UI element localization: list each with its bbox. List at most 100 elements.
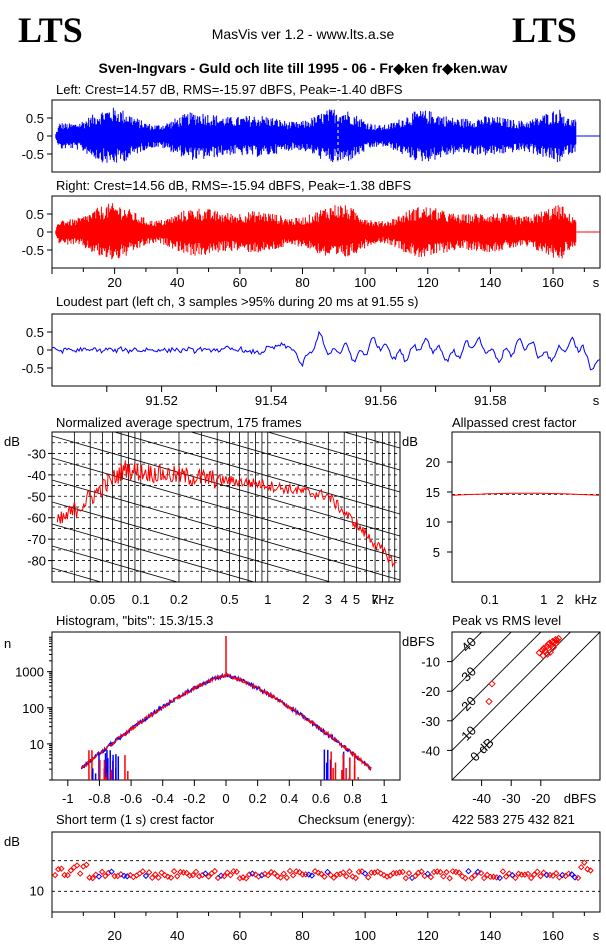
crest-point — [239, 874, 247, 881]
y-tick-label: 15 — [426, 485, 440, 500]
crest-point — [192, 868, 200, 876]
x-tick-label: 91.58 — [474, 393, 507, 408]
scatter-point — [552, 639, 560, 647]
x-tick-label: 140 — [480, 928, 502, 943]
crest-point — [537, 872, 544, 880]
slope-line — [113, 432, 400, 515]
crest-point — [127, 871, 134, 879]
spectrum-y-unit: dB — [4, 434, 20, 449]
crest-trace — [451, 492, 600, 496]
crest-point — [267, 868, 275, 876]
x-tick-label: -0.2 — [183, 791, 205, 806]
histogram-plot — [80, 636, 372, 780]
scatter-point — [549, 643, 557, 652]
crest-point — [333, 871, 341, 878]
x-tick-label: 91.54 — [255, 393, 288, 408]
x-tick-label: 0.2 — [170, 592, 188, 607]
x-tick-label: -20 — [531, 791, 550, 806]
x-tick-label: 3 — [325, 592, 332, 607]
crest-point — [283, 874, 291, 881]
short-term-frame — [51, 831, 601, 913]
logo-left: LTS — [18, 10, 83, 50]
crest-point — [374, 868, 381, 875]
crest-point — [311, 868, 319, 875]
crest-point — [502, 873, 510, 880]
y-tick-label: 0.5 — [26, 207, 44, 222]
logo-right: LTS — [512, 10, 577, 50]
crest-point — [98, 868, 106, 876]
crest-point — [277, 874, 284, 881]
scatter-point — [553, 636, 561, 644]
crest-point — [465, 867, 472, 875]
y-tick-label: -0.5 — [22, 147, 44, 162]
short-term-y-unit: dB — [4, 834, 20, 849]
x-tick-label: 91.52 — [145, 393, 178, 408]
spectrum-title: Normalized average spectrum, 175 frames — [56, 415, 302, 430]
x-tick-label: 1 — [540, 592, 547, 607]
x-tick-label: 40 — [170, 275, 184, 290]
x-tick-label: 80 — [295, 928, 309, 943]
scatter-point — [539, 651, 547, 660]
crest-point — [524, 870, 532, 878]
crest-point — [574, 874, 582, 882]
crest-point — [308, 872, 316, 879]
x-tick-label: 20 — [107, 928, 121, 943]
crest-point — [496, 874, 504, 882]
y-tick-label: -30 — [27, 446, 46, 461]
crest-point — [408, 874, 416, 882]
crest-point — [430, 868, 438, 876]
slope-line — [52, 545, 179, 582]
crest-point — [117, 871, 125, 878]
x-tick-label: 140 — [480, 275, 502, 290]
crest-point — [581, 859, 588, 866]
crest-point — [477, 869, 485, 877]
left-waveform — [55, 107, 600, 163]
crest-point — [92, 871, 100, 878]
crest-point — [462, 874, 469, 882]
crest-point — [424, 870, 431, 878]
crest-point — [170, 868, 178, 875]
loudest-trace — [51, 330, 600, 371]
crest-point — [233, 868, 240, 876]
y-tick-label: 1000 — [15, 665, 44, 680]
x-tick-label: 0.1 — [132, 592, 150, 607]
x-tick-label: 0.6 — [312, 791, 330, 806]
crest-point — [340, 869, 347, 876]
crest-point — [246, 871, 253, 878]
crest-point — [183, 869, 190, 877]
slope-line — [189, 432, 400, 493]
crest-point — [352, 874, 359, 882]
y-tick-label: 100 — [22, 701, 44, 716]
scatter-point — [543, 650, 552, 658]
y-tick-label: -50 — [27, 489, 46, 504]
histogram-title: Histogram, "bits": 15.3/15.3 — [56, 613, 214, 628]
crest-point — [531, 871, 538, 878]
x-tick-label: -0.8 — [88, 791, 110, 806]
slope-line — [52, 457, 400, 559]
slope-line — [52, 260, 400, 360]
checksum-label: Checksum (energy): — [298, 812, 416, 827]
crest-point — [446, 875, 453, 882]
crest-point — [361, 870, 369, 877]
crest-point — [280, 870, 287, 877]
histogram-right-neg — [80, 673, 227, 770]
crest-diagonal — [452, 632, 542, 722]
crest-point — [152, 871, 159, 878]
x-tick-label: 0.5 — [220, 592, 238, 607]
histogram-left-pos — [225, 671, 372, 771]
crest-point — [145, 869, 153, 876]
crest-point — [459, 873, 466, 880]
crest-factor-title: Allpassed crest factor — [452, 415, 577, 430]
peak-rms-title: Peak vs RMS level — [452, 613, 562, 628]
y-tick-label: -30 — [421, 714, 440, 729]
y-tick-label: 10 — [30, 883, 44, 898]
crest-point — [73, 862, 81, 869]
crest-point — [383, 873, 391, 880]
x-unit-label: s — [593, 275, 600, 290]
crest-point — [314, 869, 322, 876]
crest-point — [252, 871, 259, 878]
crest-point — [412, 872, 419, 880]
crest-point — [440, 873, 447, 880]
y-tick-label: 0.5 — [26, 111, 44, 126]
